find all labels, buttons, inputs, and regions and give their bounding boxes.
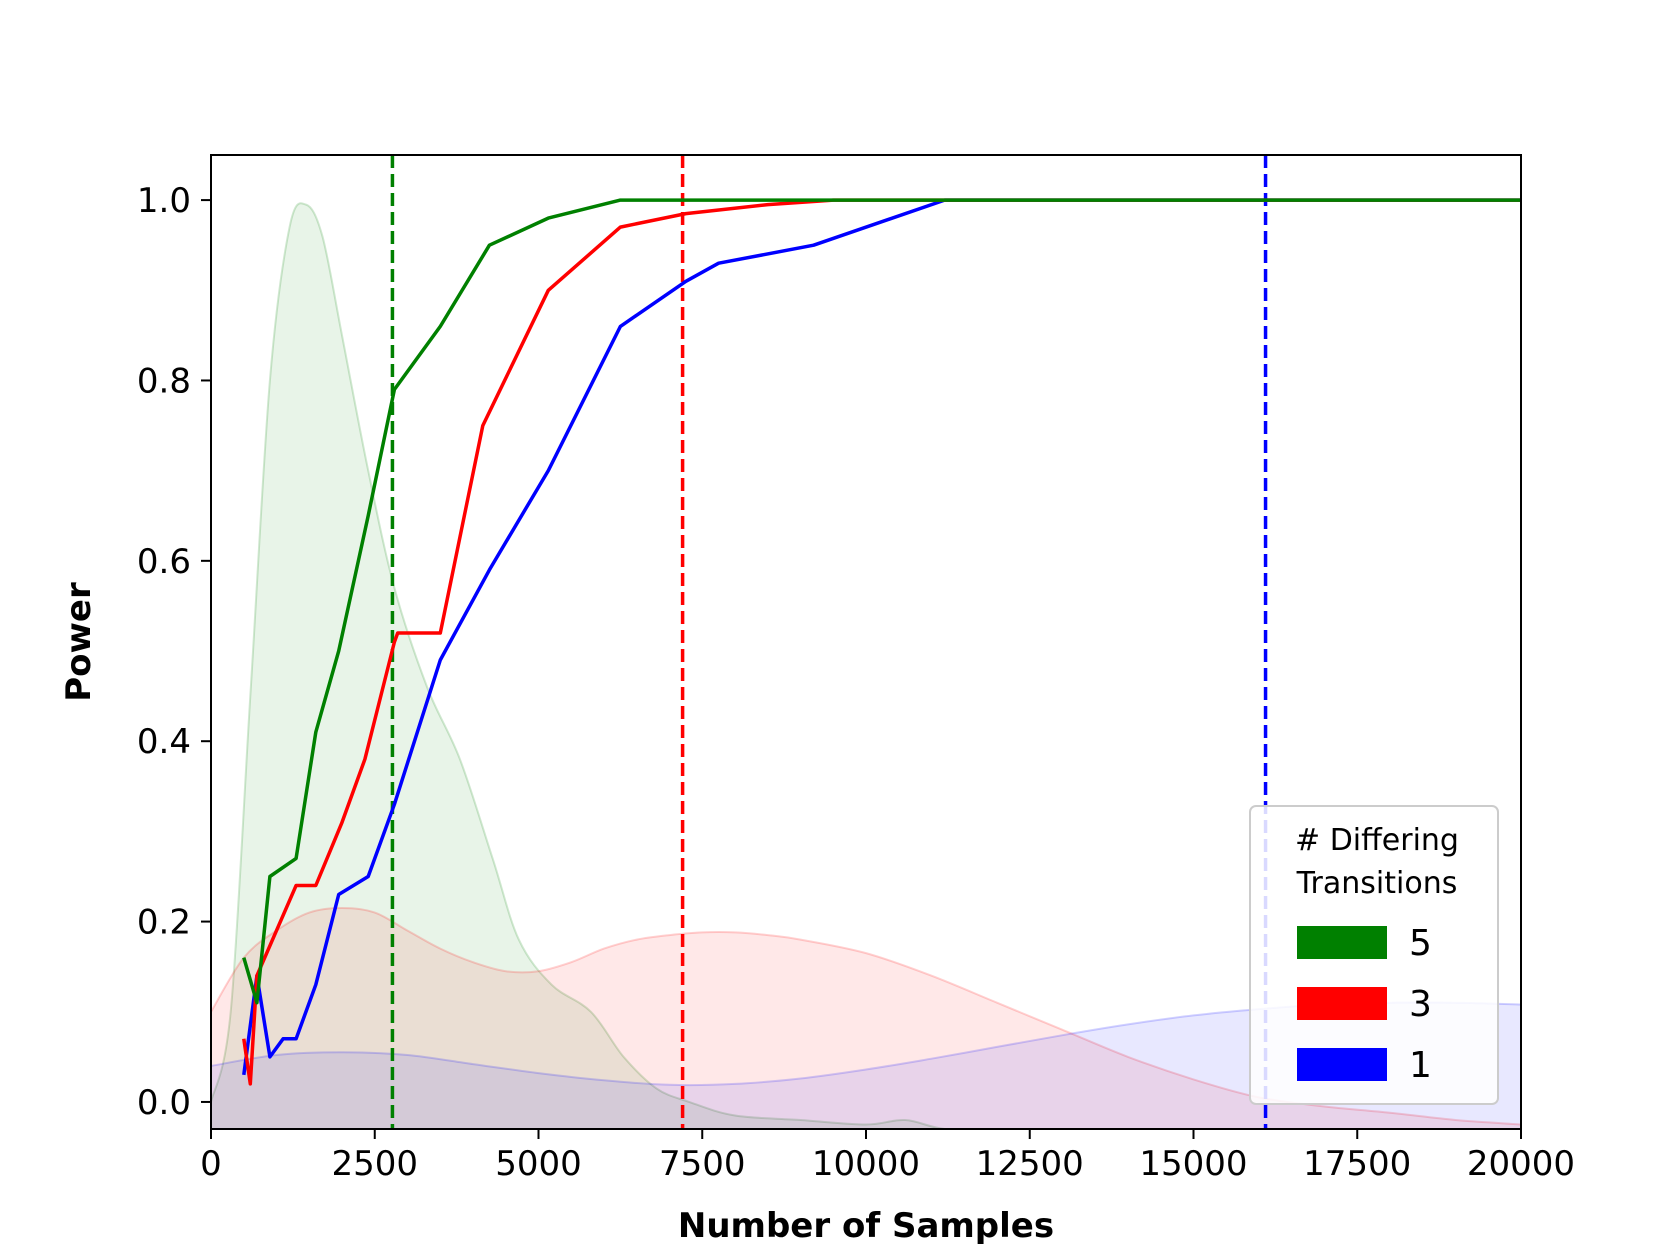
legend-label-3: 3: [1409, 984, 1432, 1025]
legend-title-line2: Transitions: [1296, 866, 1458, 901]
y-tick-label: 0.6: [137, 542, 191, 582]
legend-swatch-1: [1297, 1048, 1387, 1081]
x-tick-label: 0: [200, 1144, 222, 1184]
x-tick-label: 20000: [1467, 1144, 1575, 1184]
y-tick-label: 0.0: [137, 1083, 191, 1123]
y-tick-label: 0.4: [137, 722, 191, 762]
power-lines: [242, 198, 1521, 1086]
x-tick-label: 10000: [812, 1144, 920, 1184]
x-axis-ticks: 0 2500 5000 7500 10000 12500 15000 17500 20000: [200, 1129, 1575, 1184]
legend-label-1: 1: [1409, 1045, 1432, 1086]
median-lines: [390, 155, 1268, 1129]
x-axis-label: Number of Samples: [678, 1206, 1054, 1245]
legend-label-5: 5: [1409, 923, 1432, 964]
density-areas: [211, 202, 1521, 1129]
legend: # Differing Transitions 5 3 1: [1249, 805, 1499, 1105]
y-axis-ticks: 0.0 0.2 0.4 0.6 0.8 1.0: [137, 181, 211, 1123]
y-tick-label: 0.2: [137, 903, 191, 943]
y-tick-label: 1.0: [137, 181, 191, 221]
legend-swatch-5: [1297, 926, 1387, 959]
legend-entries: 5 3 1: [1297, 923, 1432, 1086]
x-tick-label: 5000: [495, 1144, 582, 1184]
x-tick-label: 17500: [1303, 1144, 1411, 1184]
density-area-3: [211, 908, 1521, 1129]
density-area-1: [211, 1002, 1521, 1129]
x-tick-label: 2500: [331, 1144, 418, 1184]
legend-title-line1: # Differing: [1295, 823, 1459, 858]
x-tick-label: 7500: [659, 1144, 746, 1184]
y-tick-label: 0.8: [137, 361, 191, 401]
series-line-5: [242, 198, 1521, 1005]
x-tick-label: 12500: [976, 1144, 1084, 1184]
legend-swatch-3: [1297, 987, 1387, 1020]
y-axis-label: Power: [59, 582, 99, 702]
density-outline-5: [211, 202, 997, 1129]
density-outline-3: [211, 906, 1521, 1126]
x-tick-label: 15000: [1139, 1144, 1247, 1184]
density-area-5: [211, 203, 997, 1129]
